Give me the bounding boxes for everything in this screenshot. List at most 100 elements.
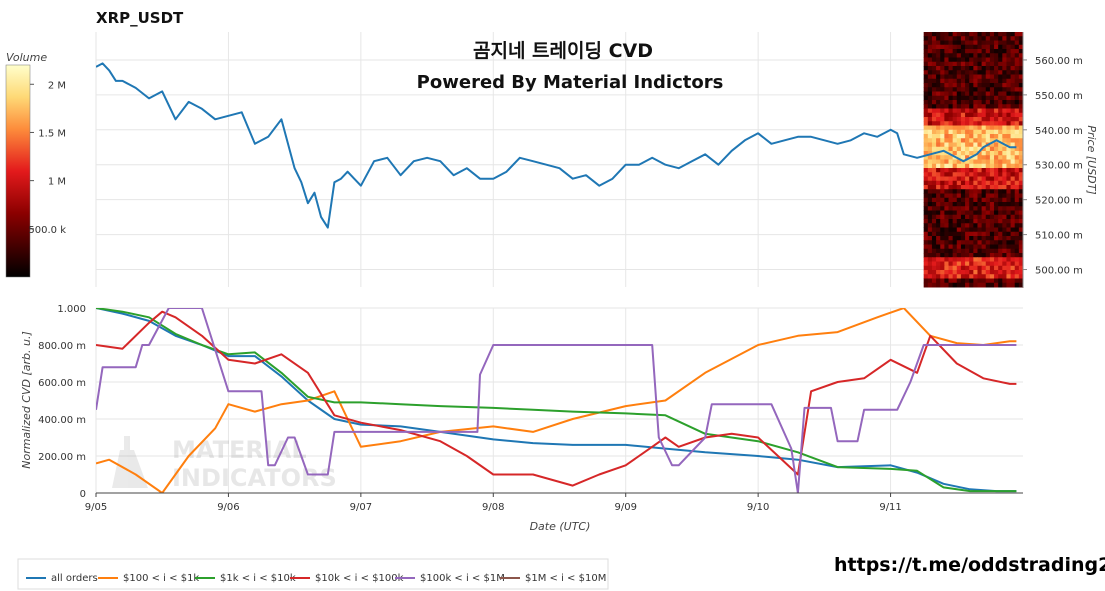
heatmap-cell [973,108,978,114]
heatmap-cell [944,248,950,254]
heatmap-cell [994,74,999,80]
heatmap-cell [956,57,962,63]
heatmap-cell [965,261,970,267]
heatmap-cell [923,53,929,58]
heatmap-cell [960,168,966,173]
watermark-logo-line2: INDICATORS [172,464,337,492]
legend-label[interactable]: $100k < i < $1M [420,573,505,584]
heatmap-cell [931,193,937,199]
heatmap-cell [994,197,999,203]
heatmap-cell [931,282,937,288]
footer-link[interactable]: https://t.me/oddstrading2 [834,554,1105,576]
heatmap-cell [989,44,995,50]
heatmap-cell [940,214,945,220]
heatmap-cell [940,189,945,194]
cvd-tick-label: 200.00 m [38,452,86,463]
heatmap-cell [985,91,991,97]
heatmap-cell [1006,248,1012,254]
heatmap-cell [1006,151,1012,156]
heatmap-cell [960,155,966,160]
legend-label[interactable]: $1M < i < $10M [525,573,606,584]
heatmap-cell [981,155,987,160]
heatmap-cell [927,83,933,88]
date-tick-label: 9/09 [614,502,636,513]
heatmap-cell [1006,32,1012,37]
heatmap-cell [931,36,937,41]
heatmap-cell [981,87,987,92]
heatmap-cell [981,129,987,135]
heatmap-cell [1006,236,1012,241]
heatmap-cell [923,227,929,233]
heatmap-cell [989,121,995,126]
heatmap-cell [1018,159,1024,165]
heatmap-cell [936,278,941,284]
heatmap-cell [985,270,991,275]
heatmap-cell [985,66,991,71]
price-series [96,62,1017,229]
heatmap-cell [923,231,929,237]
heatmap-cell [977,231,983,237]
heatmap-cell [977,40,983,46]
cvd-ticks: 0 200.00 m 400.00 m 600.00 m 800.00 m 1.000 [38,304,86,500]
heatmap-cell [1006,112,1012,118]
heatmap-cell [923,176,929,182]
heatmap-cell [989,83,995,88]
heatmap-cell [981,151,987,156]
heatmap-cell [944,112,950,118]
heatmap-cell [994,253,999,258]
heatmap-cell [985,274,991,279]
heatmap-cell [998,155,1003,160]
heatmap-cell [998,163,1003,169]
heatmap-cell [940,261,945,267]
heatmap-cell [927,61,933,67]
heatmap-cell [965,61,970,67]
heatmap-cell [1018,112,1024,118]
heatmap-cell [973,100,978,105]
heatmap-cell [952,257,958,262]
heatmap-cell [985,261,991,267]
heatmap-cell [985,138,991,143]
heatmap-cell [948,129,954,135]
legend-label[interactable]: $100 < i < $1k [123,573,199,584]
heatmap-cell [927,112,933,118]
heatmap-cell [1002,74,1007,80]
heatmap-cell [969,270,974,275]
heatmap-cell [1018,142,1024,148]
price-tick-label: 510.00 m [1035,231,1083,242]
heatmap-cell [1002,168,1007,173]
heatmap-cell [1006,83,1012,88]
heatmap-cell [965,236,970,241]
heatmap-cell [931,49,937,54]
heatmap-cell [1002,44,1007,50]
heatmap-cell [948,104,954,109]
heatmap-cell [977,129,983,135]
heatmap-cell [936,129,941,135]
heatmap-cell [944,87,950,92]
heatmap-cell [936,202,941,207]
legend-label[interactable]: all orders [51,573,98,584]
heatmap-cell [998,168,1003,173]
heatmap-cell [989,227,995,233]
heatmap-cell [989,189,995,194]
heatmap-cell [931,231,937,237]
heatmap-cell [1014,138,1020,143]
legend-label[interactable]: $1k < i < $10k [220,573,296,584]
heatmap-cell [965,49,970,54]
heatmap-cell [1002,197,1007,203]
heatmap-cell [948,265,954,271]
heatmap-cell [960,244,966,250]
heatmap-cell [1018,40,1024,46]
heatmap-cell [985,240,991,245]
heatmap-cell [1010,57,1016,63]
heatmap-cell [1002,146,1007,152]
legend-label[interactable]: $10k < i < $100k [315,573,404,584]
heatmap-cell [1010,236,1016,241]
heatmap-cell [969,240,974,245]
heatmap-cell [952,134,958,139]
heatmap-cell [994,231,999,237]
heatmap-cell [960,193,966,199]
heatmap-cell [956,117,962,122]
heatmap-cell [965,36,970,41]
heatmap-cell [944,57,950,63]
